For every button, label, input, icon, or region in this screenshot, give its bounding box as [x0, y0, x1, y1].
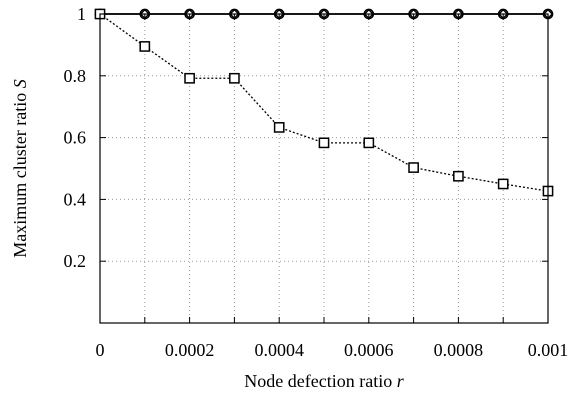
data-point — [408, 162, 419, 173]
data-point — [318, 137, 330, 149]
grid-lines — [100, 14, 548, 323]
y-tick-label: 0.8 — [64, 66, 87, 86]
data-point — [184, 72, 195, 84]
y-axis-title: Maximum cluster ratio S — [10, 79, 30, 257]
data-point — [453, 170, 464, 182]
data-point — [139, 41, 151, 52]
y-tick-label: 0.6 — [64, 128, 87, 148]
data-point — [273, 122, 285, 133]
plot-frame — [99, 13, 549, 324]
x-tick-label: 0.0004 — [254, 340, 304, 360]
data-point — [497, 178, 509, 190]
x-axis-title: Node defection ratio r — [244, 371, 404, 391]
tick-labels: 0 0.0002 0.0004 0.0006 0.0008 0.001 0.2 0.4 0.6 0… — [64, 4, 569, 360]
x-tick-label: 0.001 — [528, 340, 569, 360]
data-point — [363, 137, 375, 149]
y-tick-label: 1 — [77, 4, 86, 24]
axis-ticks — [99, 13, 549, 323]
x-tick-label: 0 — [96, 340, 105, 360]
x-tick-label: 0.0002 — [165, 340, 215, 360]
y-tick-label: 0.4 — [64, 189, 87, 209]
y-tick-label: 0.2 — [64, 251, 87, 271]
data-point — [229, 72, 240, 84]
x-tick-label: 0.0006 — [344, 340, 394, 360]
x-tick-label: 0.0008 — [434, 340, 484, 360]
